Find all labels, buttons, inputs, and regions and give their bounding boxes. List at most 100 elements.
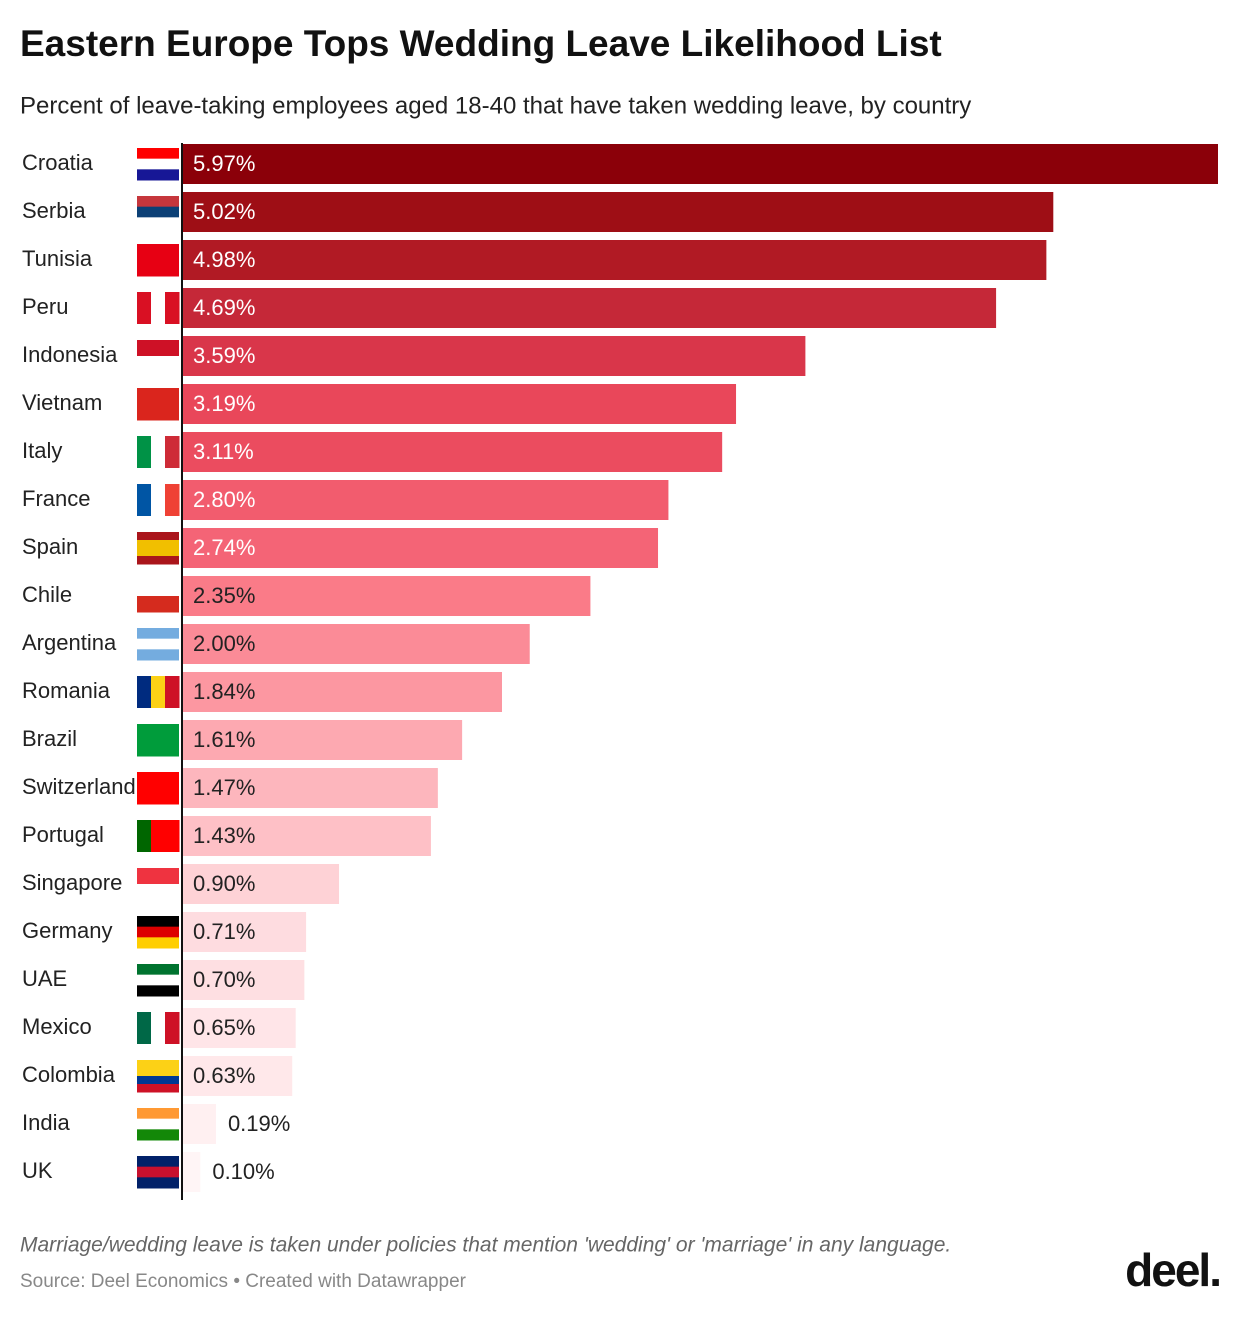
value-label: 2.00% xyxy=(193,631,255,656)
category-label: Switzerland xyxy=(22,774,136,799)
category-label: Brazil xyxy=(22,726,77,751)
bar xyxy=(183,864,340,904)
bar xyxy=(183,336,806,376)
flag-stripe xyxy=(151,436,166,468)
value-label: 5.97% xyxy=(193,151,255,176)
bar xyxy=(183,912,307,952)
flag-stripe xyxy=(137,1076,179,1085)
bar xyxy=(183,144,1218,184)
category-label: Vietnam xyxy=(22,390,102,415)
flag-stripe xyxy=(137,356,179,373)
flag-stripe xyxy=(137,340,179,357)
value-label: 5.02% xyxy=(193,199,255,224)
flag-stripe xyxy=(137,556,179,565)
flag-stripe xyxy=(137,868,179,885)
value-label: 4.69% xyxy=(193,295,255,320)
category-label: Colombia xyxy=(22,1062,116,1087)
category-label: Singapore xyxy=(22,870,122,895)
flag-stripe xyxy=(137,196,179,208)
bar xyxy=(183,1056,293,1096)
flag-stripe xyxy=(137,548,179,557)
flag-stripe xyxy=(137,1118,179,1130)
flag-stripe xyxy=(137,1012,152,1044)
flag-stripe xyxy=(137,820,152,852)
logo: deel. xyxy=(1125,1244,1220,1296)
flag-stripe xyxy=(137,580,179,597)
flag-stripe xyxy=(137,884,179,901)
category-label: Italy xyxy=(22,438,62,463)
category-label: Mexico xyxy=(22,1014,92,1039)
flag-stripe xyxy=(137,985,179,997)
category-label: Chile xyxy=(22,582,72,607)
flag-stripe xyxy=(137,148,179,160)
chart-subtitle: Percent of leave-taking employees aged 1… xyxy=(20,92,971,119)
category-label: Tunisia xyxy=(22,246,93,271)
category-label: Serbia xyxy=(22,198,86,223)
bar xyxy=(183,672,502,712)
source: Source: Deel Economics • Created with Da… xyxy=(20,1271,467,1292)
category-label: Romania xyxy=(22,678,111,703)
value-label: 3.59% xyxy=(193,343,255,368)
value-label: 1.47% xyxy=(193,775,255,800)
bar xyxy=(183,288,997,328)
value-label: 0.65% xyxy=(193,1015,255,1040)
flag-stripe xyxy=(137,1129,179,1141)
value-label: 0.71% xyxy=(193,919,255,944)
flag-stripe xyxy=(165,436,180,468)
bar xyxy=(183,624,530,664)
flag-stripe xyxy=(151,676,166,708)
value-label: 0.63% xyxy=(193,1063,255,1088)
value-label: 4.98% xyxy=(193,247,255,272)
bar xyxy=(183,768,438,808)
flag-stripe xyxy=(137,974,179,986)
flag-stripe xyxy=(151,820,166,852)
bar xyxy=(183,816,431,856)
value-label: 1.84% xyxy=(193,679,255,704)
flag-stripe xyxy=(151,1012,166,1044)
flag-stripe xyxy=(137,540,179,549)
category-label: Peru xyxy=(22,294,68,319)
flag-stripe xyxy=(137,1060,179,1069)
value-label: 3.11% xyxy=(193,439,254,464)
flag-stripe xyxy=(137,772,179,805)
category-label: Germany xyxy=(22,918,112,943)
category-label: France xyxy=(22,486,90,511)
bar xyxy=(183,384,737,424)
flag-stripe xyxy=(137,484,152,516)
category-label: Argentina xyxy=(22,630,117,655)
flag-stripe xyxy=(137,1177,179,1189)
bar xyxy=(183,576,591,616)
value-label: 0.70% xyxy=(193,967,255,992)
flag-stripe xyxy=(137,169,179,181)
bar xyxy=(183,528,659,568)
flag-stripe xyxy=(165,484,180,516)
flag-stripe xyxy=(137,649,179,661)
value-label: 1.61% xyxy=(193,727,255,752)
flag-stripe xyxy=(137,158,179,170)
category-label: India xyxy=(22,1110,70,1135)
flag-stripe xyxy=(137,1166,179,1178)
bar xyxy=(183,432,723,472)
flag-stripe xyxy=(137,1108,179,1120)
category-label: Portugal xyxy=(22,822,104,847)
bar xyxy=(183,480,669,520)
category-label: Croatia xyxy=(22,150,94,175)
chart-title: Eastern Europe Tops Wedding Leave Likeli… xyxy=(20,23,942,64)
value-label: 2.80% xyxy=(193,487,255,512)
flag-stripe xyxy=(165,1012,180,1044)
flag-stripe xyxy=(137,596,179,613)
flag-stripe xyxy=(151,292,166,324)
value-label: 0.19% xyxy=(228,1111,290,1136)
flag-stripe xyxy=(165,292,180,324)
flag-stripe xyxy=(137,388,179,421)
flag-stripe xyxy=(137,916,179,928)
value-label: 0.90% xyxy=(193,871,255,896)
flag-stripe xyxy=(165,676,180,708)
flag-stripe xyxy=(137,206,179,218)
bar xyxy=(183,192,1054,232)
bar xyxy=(183,720,463,760)
bar xyxy=(183,1152,201,1192)
flag-stripe xyxy=(137,1084,179,1093)
flag-stripe xyxy=(137,676,152,708)
flag-stripe xyxy=(165,820,180,852)
